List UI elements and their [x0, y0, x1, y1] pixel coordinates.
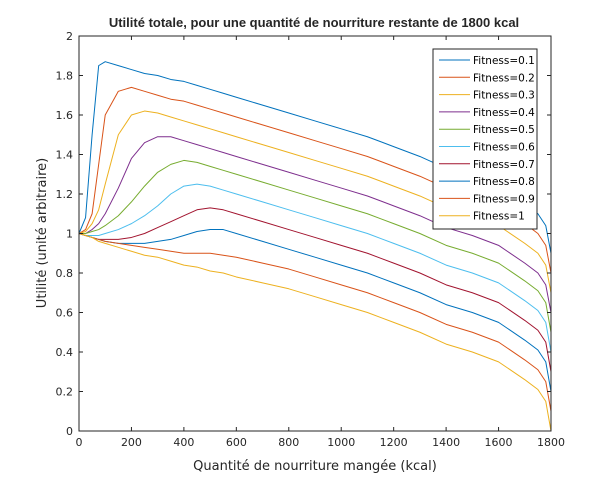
legend-label-8: Fitness=0.8 — [473, 176, 535, 188]
x-tick-label: 1800 — [537, 436, 565, 449]
y-tick-label: 0.6 — [56, 307, 74, 320]
x-axis-label: Quantité de nourriture mangée (kcal) — [193, 459, 437, 474]
ticks-layer: 0 200 400 600 800 1000 1200 1400 1600 1800 0 0.2 0.4… — [56, 30, 566, 449]
legend-label-4: Fitness=0.4 — [473, 107, 535, 119]
legend-label-1: Fitness=0.1 — [473, 55, 535, 67]
y-tick-label: 1.6 — [56, 109, 74, 122]
chart-title: Utilité totale, pour une quantité de nou… — [109, 15, 519, 30]
legend-label-9: Fitness=0.9 — [473, 193, 535, 205]
legend-label-6: Fitness=0.6 — [473, 142, 535, 154]
series-line-8 — [78, 229, 552, 392]
series-line-10 — [78, 233, 552, 432]
legend-label-2: Fitness=0.2 — [473, 72, 535, 84]
x-tick-label: 1600 — [485, 436, 513, 449]
series-layer — [78, 61, 552, 432]
legend-label-7: Fitness=0.7 — [473, 159, 535, 171]
legend-label-5: Fitness=0.5 — [473, 124, 535, 136]
y-tick-label: 1.8 — [56, 70, 74, 83]
y-tick-label: 2 — [66, 30, 73, 43]
y-tick-label: 0.4 — [56, 346, 74, 359]
series-line-4 — [79, 136, 552, 313]
x-tick-label: 1400 — [432, 436, 460, 449]
series-line-6 — [78, 183, 552, 353]
y-tick-label: 0.8 — [56, 267, 74, 280]
legend: Fitness=0.1 Fitness=0.2 Fitness=0.3 Fitness… — [432, 48, 538, 230]
x-tick-label: 1200 — [380, 436, 408, 449]
x-tick-label: 800 — [278, 436, 299, 449]
legend-box — [432, 48, 538, 230]
legend-label-10: Fitness=1 — [473, 211, 525, 223]
x-tick-label: 600 — [226, 436, 247, 449]
y-axis-label: Utilité (unité arbitraire) — [35, 158, 50, 308]
y-tick-label: 0 — [66, 425, 73, 438]
x-tick-label: 0 — [76, 436, 83, 449]
series-line-9 — [78, 233, 552, 412]
series-line-7 — [78, 207, 552, 372]
y-tick-label: 1.4 — [56, 149, 74, 162]
y-tick-label: 1 — [66, 228, 73, 241]
x-tick-label: 200 — [121, 436, 142, 449]
legend-label-3: Fitness=0.3 — [473, 90, 535, 102]
y-tick-label: 0.2 — [56, 386, 74, 399]
x-tick-label: 400 — [173, 436, 194, 449]
y-tick-label: 1.2 — [56, 188, 74, 201]
series-line-5 — [79, 159, 552, 333]
x-tick-label: 1000 — [327, 436, 355, 449]
